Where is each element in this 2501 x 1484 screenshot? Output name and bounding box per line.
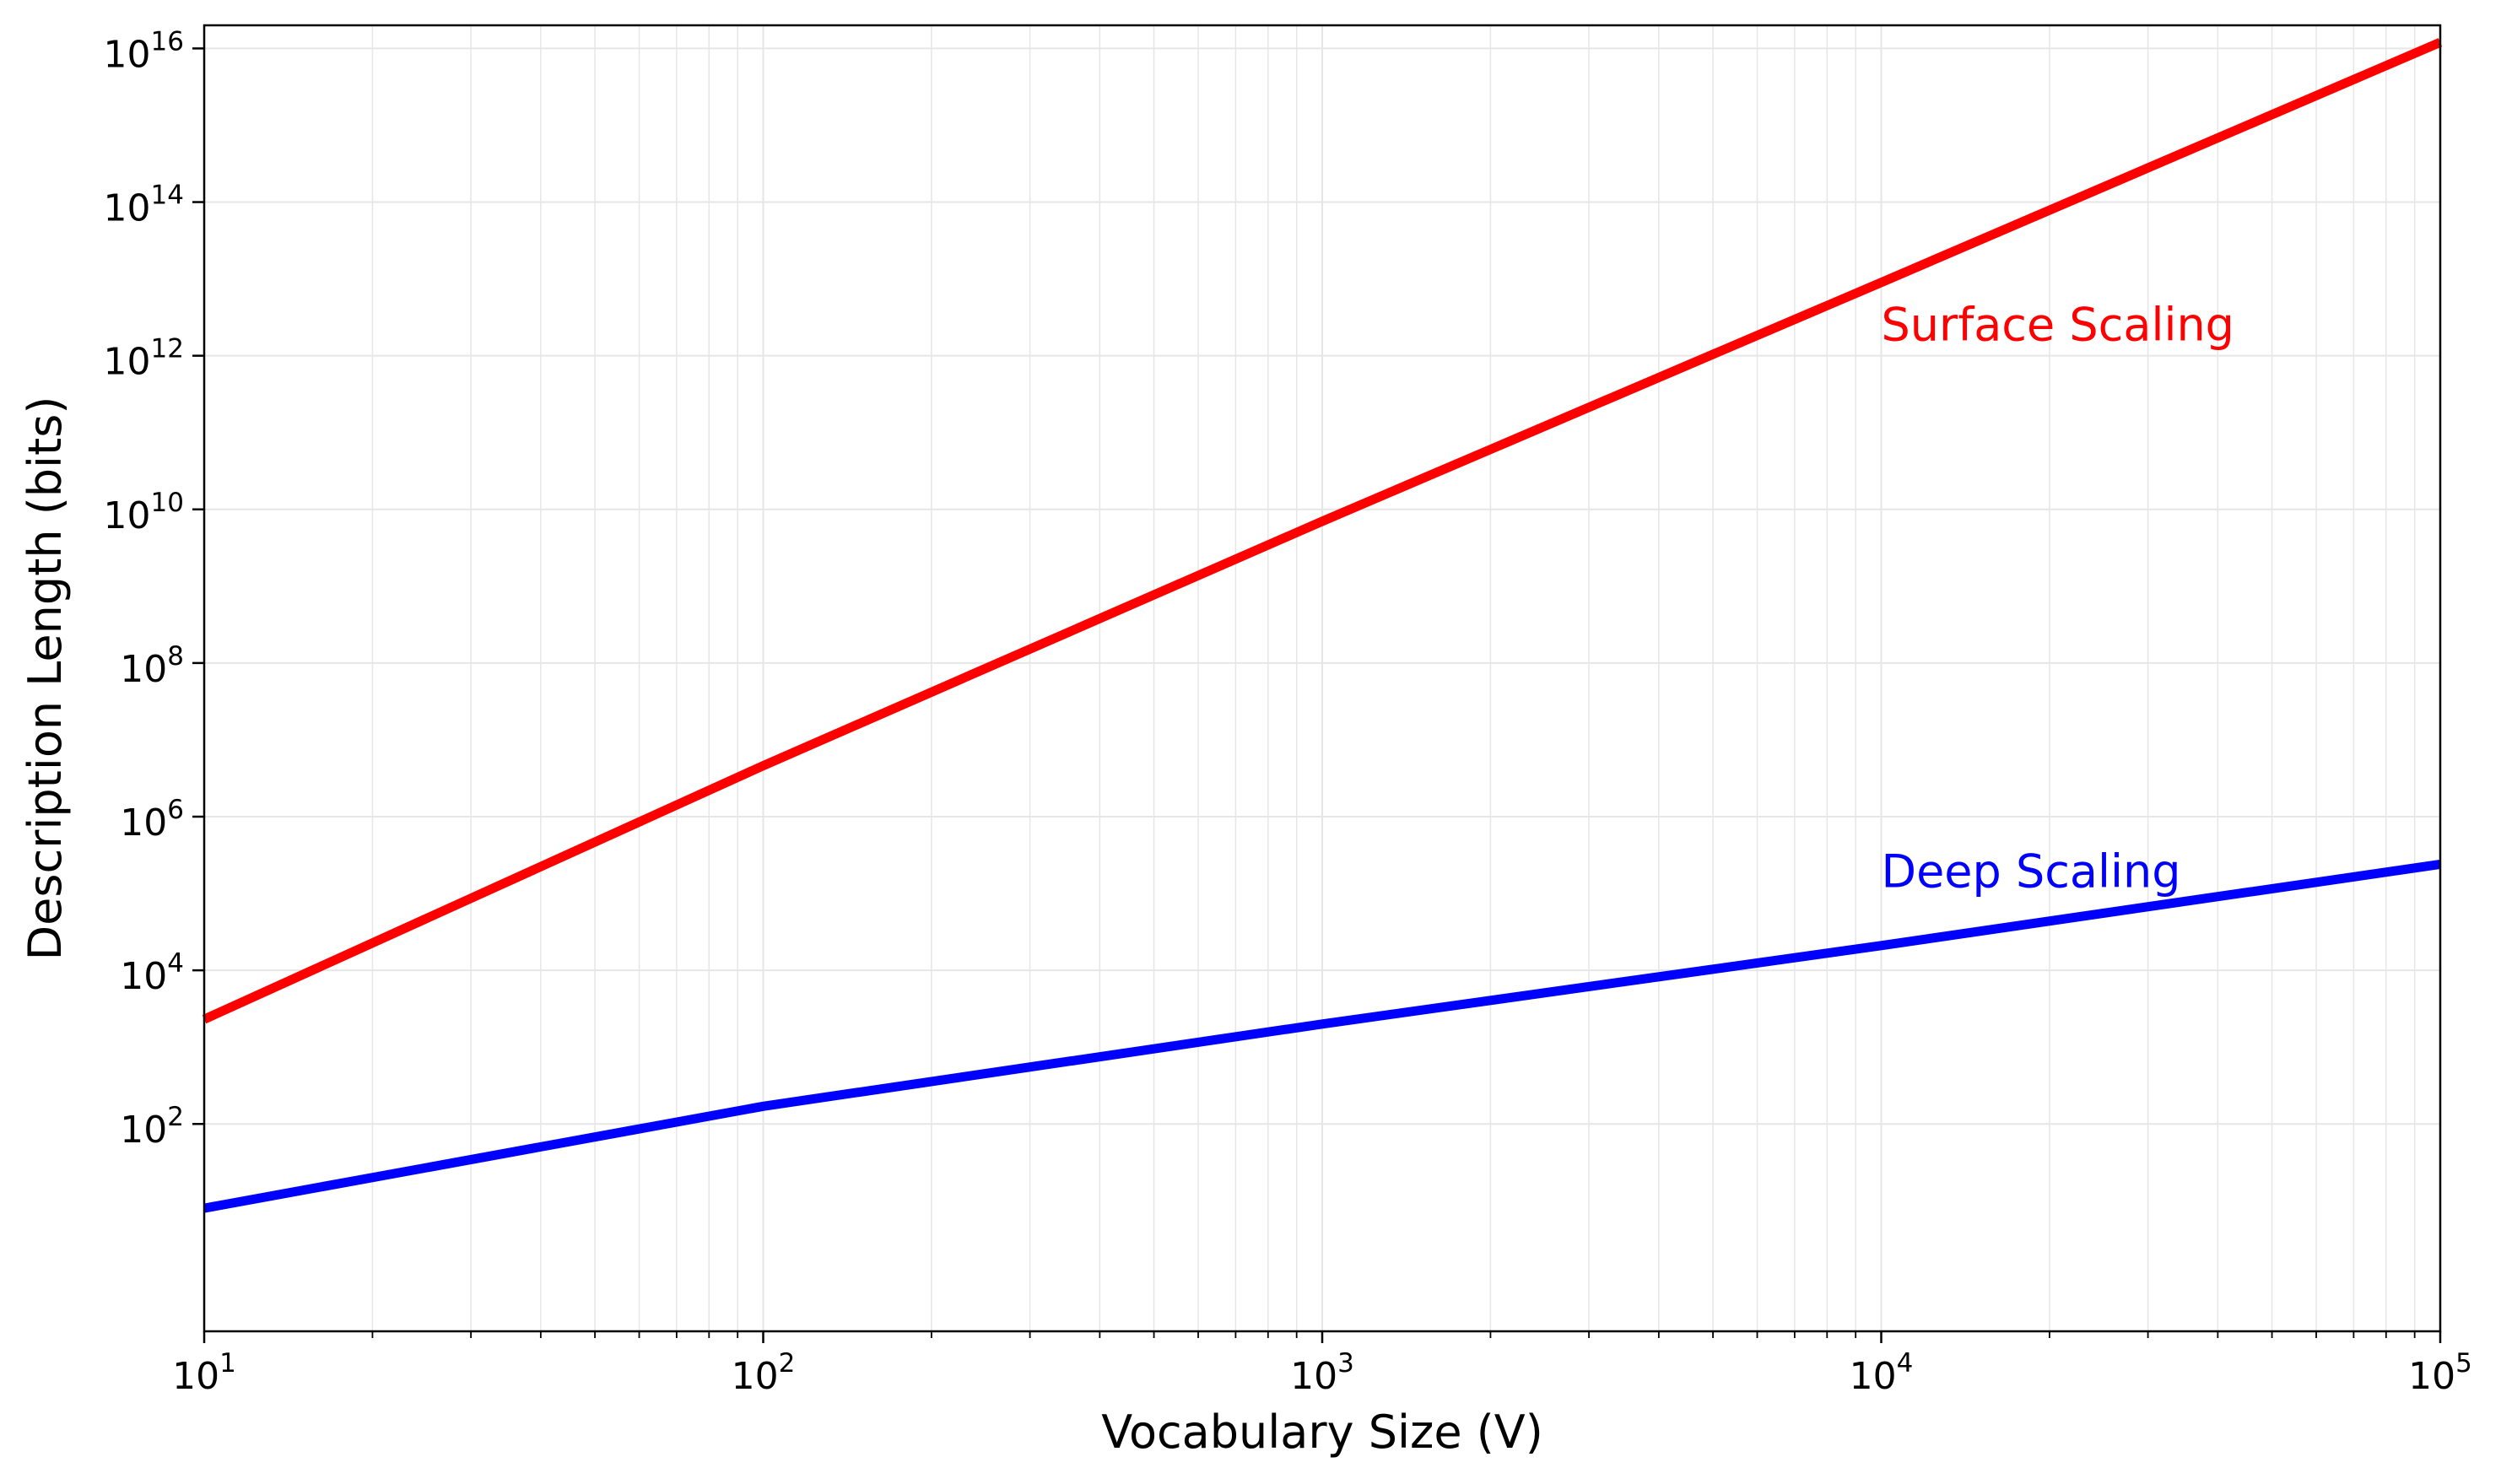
x-tick-label: 103 bbox=[1290, 1348, 1354, 1398]
x-tick-label: 105 bbox=[2408, 1348, 2472, 1398]
y-tick-labels: 102 104 106 108 1010 1012 1014 1016 bbox=[104, 26, 184, 1152]
y-tick-label: 102 bbox=[120, 1102, 184, 1152]
grid bbox=[203, 25, 2441, 1331]
y-axis-title: Description Length (bits) bbox=[19, 397, 72, 961]
x-tick-label: 104 bbox=[1850, 1348, 1914, 1398]
annotation-label-2: Deep Scaling bbox=[1882, 845, 2181, 898]
x-tick-label: 102 bbox=[732, 1348, 796, 1398]
y-tick-label: 106 bbox=[120, 795, 184, 845]
y-tick-label: 1012 bbox=[104, 334, 184, 384]
y-tick-label: 1014 bbox=[104, 181, 184, 230]
annotation-label-1: Surface Scaling bbox=[1882, 298, 2234, 351]
y-tick-label: 104 bbox=[120, 948, 184, 998]
series-line-2 bbox=[203, 859, 2441, 1213]
x-tick-label: 101 bbox=[172, 1348, 236, 1398]
tick-marks bbox=[192, 47, 2442, 1343]
x-tick-labels: 101 102 103 104 105 bbox=[172, 1348, 2472, 1398]
x-axis-title: Vocabulary Size (V) bbox=[1101, 1406, 1543, 1459]
series-layer bbox=[202, 38, 2443, 1213]
y-tick-label: 1010 bbox=[104, 488, 184, 537]
y-tick-label: 108 bbox=[120, 641, 184, 691]
annotations: Surface Scaling Deep Scaling bbox=[1882, 298, 2234, 898]
y-tick-label: 1016 bbox=[104, 26, 184, 76]
series-line-1 bbox=[202, 38, 2443, 1024]
